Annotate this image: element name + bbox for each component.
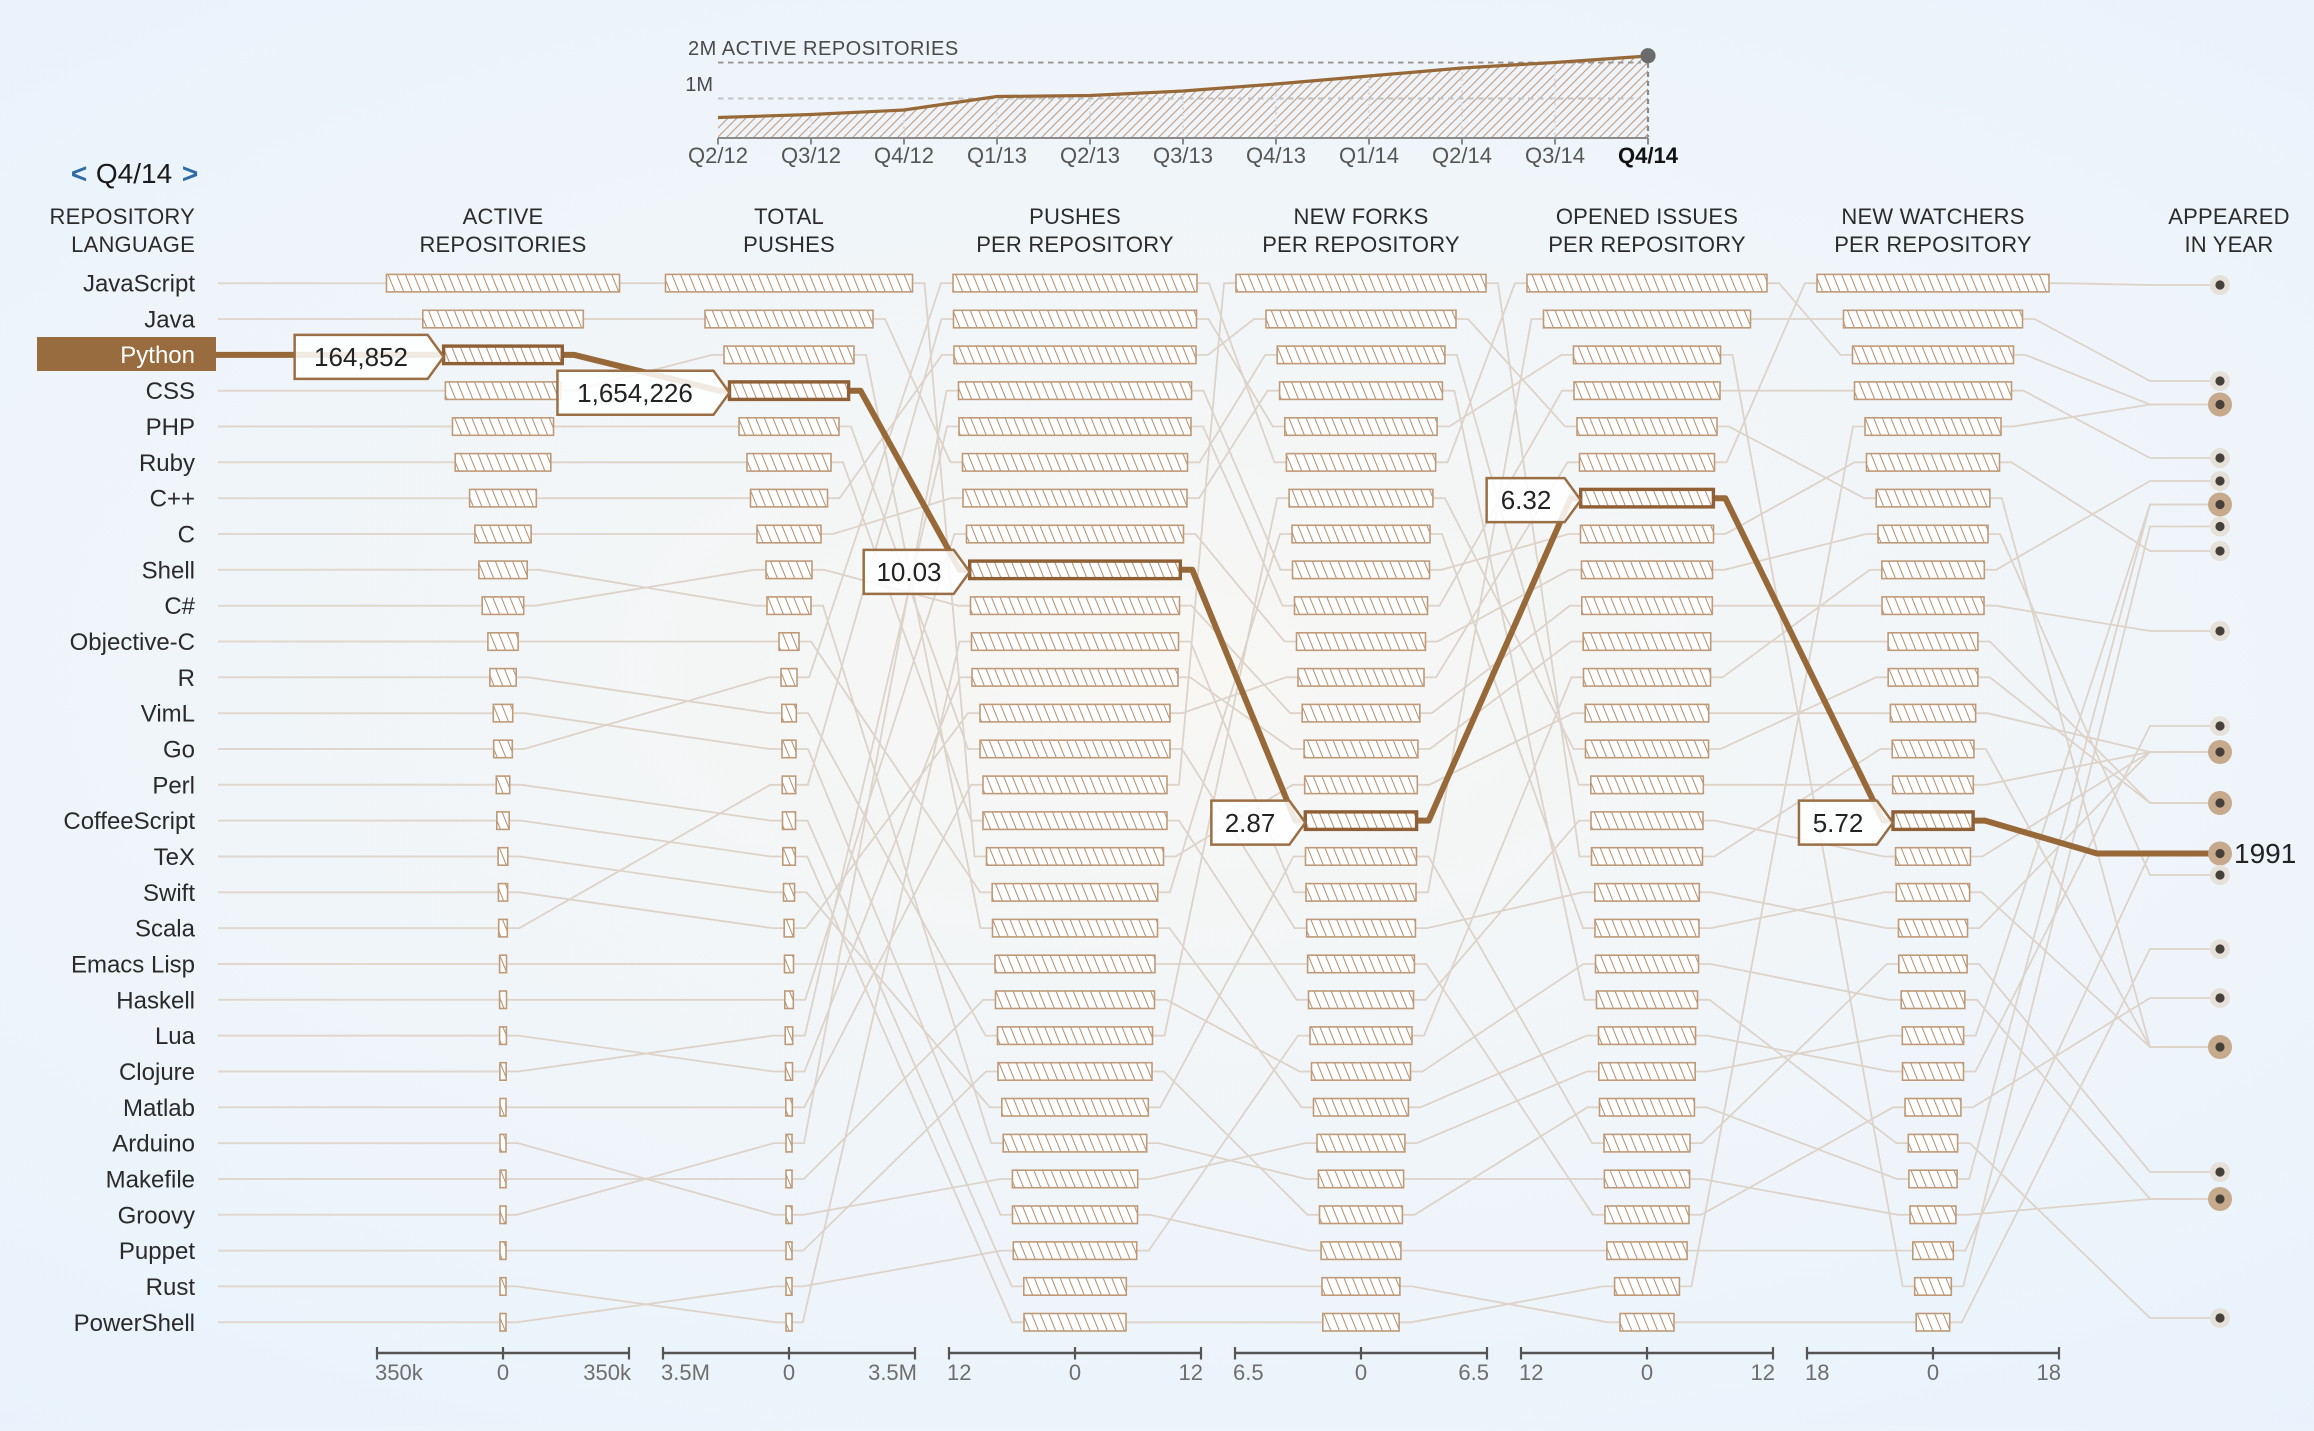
svg-text:CSS: CSS	[146, 378, 195, 405]
svg-text:2M ACTIVE REPOSITORIES: 2M ACTIVE REPOSITORIES	[688, 38, 959, 60]
svg-text:Scala: Scala	[135, 916, 196, 943]
svg-text:APPEARED: APPEARED	[2168, 204, 2289, 229]
svg-text:12: 12	[1519, 1360, 1543, 1385]
svg-text:10.03: 10.03	[876, 557, 941, 587]
svg-text:0: 0	[783, 1360, 795, 1385]
svg-text:Arduino: Arduino	[112, 1131, 195, 1158]
svg-text:Puppet: Puppet	[119, 1238, 195, 1265]
svg-text:6.5: 6.5	[1233, 1360, 1264, 1385]
svg-text:0: 0	[1069, 1360, 1081, 1385]
svg-text:PUSHES: PUSHES	[1029, 204, 1121, 229]
svg-text:Q3/14: Q3/14	[1525, 143, 1585, 168]
svg-text:NEW FORKS: NEW FORKS	[1293, 204, 1428, 229]
svg-text:PHP: PHP	[146, 414, 195, 441]
svg-text:Q4/12: Q4/12	[874, 143, 934, 168]
svg-text:IN YEAR: IN YEAR	[2184, 232, 2273, 257]
svg-text:Rust: Rust	[146, 1274, 196, 1301]
svg-text:Q2/13: Q2/13	[1060, 143, 1120, 168]
svg-text:Java: Java	[144, 307, 195, 334]
svg-text:JavaScript: JavaScript	[83, 271, 195, 298]
svg-text:Q4/14: Q4/14	[1618, 143, 1679, 168]
svg-text:Q3/13: Q3/13	[1153, 143, 1213, 168]
svg-text:Emacs Lisp: Emacs Lisp	[71, 952, 195, 979]
svg-text:Go: Go	[163, 737, 195, 764]
svg-text:0: 0	[1641, 1360, 1653, 1385]
svg-text:0: 0	[1927, 1360, 1939, 1385]
svg-text:Q1/14: Q1/14	[1339, 143, 1399, 168]
svg-text:PER REPOSITORY: PER REPOSITORY	[976, 232, 1174, 257]
svg-text:1M: 1M	[685, 74, 713, 96]
svg-text:TeX: TeX	[154, 844, 195, 871]
svg-text:Groovy: Groovy	[118, 1202, 195, 1229]
svg-text:Makefile: Makefile	[106, 1167, 195, 1194]
svg-text:Clojure: Clojure	[119, 1059, 195, 1086]
svg-text:C++: C++	[150, 486, 195, 513]
svg-text:NEW WATCHERS: NEW WATCHERS	[1841, 204, 2024, 229]
svg-text:350k: 350k	[375, 1360, 424, 1385]
svg-text:Q3/12: Q3/12	[781, 143, 841, 168]
svg-text:18: 18	[1805, 1360, 1829, 1385]
svg-text:PUSHES: PUSHES	[743, 232, 835, 257]
svg-text:PER REPOSITORY: PER REPOSITORY	[1548, 232, 1746, 257]
svg-text:1991: 1991	[2234, 838, 2296, 869]
svg-text:PER REPOSITORY: PER REPOSITORY	[1834, 232, 2032, 257]
svg-text:3.5M: 3.5M	[661, 1360, 710, 1385]
svg-text:>: >	[182, 158, 198, 189]
svg-text:Shell: Shell	[142, 557, 195, 584]
svg-text:164,852: 164,852	[314, 342, 408, 372]
svg-text:Ruby: Ruby	[139, 450, 195, 477]
svg-text:REPOSITORIES: REPOSITORIES	[419, 232, 586, 257]
svg-text:R: R	[178, 665, 195, 692]
svg-text:1,654,226: 1,654,226	[577, 378, 693, 408]
svg-text:2.87: 2.87	[1225, 808, 1276, 838]
svg-text:Python: Python	[120, 342, 195, 369]
svg-text:ACTIVE: ACTIVE	[463, 204, 544, 229]
svg-text:18: 18	[2037, 1360, 2061, 1385]
svg-text:VimL: VimL	[141, 701, 195, 728]
svg-text:Haskell: Haskell	[116, 987, 195, 1014]
svg-text:5.72: 5.72	[1813, 808, 1864, 838]
svg-text:Perl: Perl	[152, 772, 195, 799]
svg-text:C: C	[178, 522, 195, 549]
svg-text:Swift: Swift	[143, 880, 195, 907]
svg-text:TOTAL: TOTAL	[754, 204, 824, 229]
svg-text:0: 0	[497, 1360, 509, 1385]
svg-text:Q1/13: Q1/13	[967, 143, 1027, 168]
svg-text:LANGUAGE: LANGUAGE	[71, 232, 195, 257]
svg-text:<: <	[71, 158, 87, 189]
svg-text:C#: C#	[164, 593, 195, 620]
svg-text:Q4/14: Q4/14	[96, 158, 172, 189]
svg-text:Matlab: Matlab	[123, 1095, 195, 1122]
svg-text:Q2/12: Q2/12	[688, 143, 748, 168]
svg-text:350k: 350k	[583, 1360, 632, 1385]
svg-text:6.5: 6.5	[1458, 1360, 1489, 1385]
svg-text:Q4/13: Q4/13	[1246, 143, 1306, 168]
svg-text:Lua: Lua	[155, 1023, 196, 1050]
svg-text:PowerShell: PowerShell	[74, 1310, 195, 1337]
svg-text:12: 12	[1751, 1360, 1775, 1385]
svg-text:REPOSITORY: REPOSITORY	[50, 204, 196, 229]
svg-text:12: 12	[947, 1360, 971, 1385]
svg-text:6.32: 6.32	[1501, 485, 1552, 515]
svg-text:Q2/14: Q2/14	[1432, 143, 1492, 168]
svg-text:12: 12	[1179, 1360, 1203, 1385]
svg-text:Objective-C: Objective-C	[70, 629, 195, 656]
svg-text:0: 0	[1355, 1360, 1367, 1385]
svg-text:CoffeeScript: CoffeeScript	[63, 808, 195, 835]
svg-text:3.5M: 3.5M	[868, 1360, 917, 1385]
svg-text:PER REPOSITORY: PER REPOSITORY	[1262, 232, 1460, 257]
svg-text:OPENED ISSUES: OPENED ISSUES	[1556, 204, 1738, 229]
